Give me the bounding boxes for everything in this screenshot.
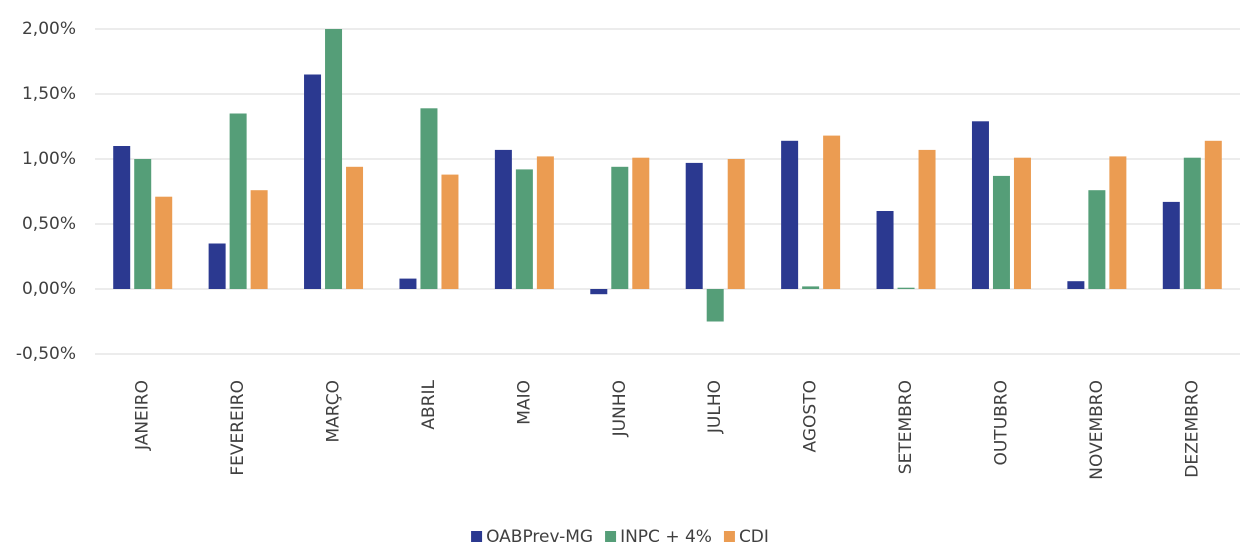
bar [590,289,608,295]
bar [632,157,650,289]
legend-label: CDI [739,527,769,545]
x-tick-label: JANEIRO [133,380,153,451]
x-tick-label: NOVEMBRO [1087,380,1107,480]
legend-label: OABPrev-MG [486,527,593,545]
x-tick-label: JUNHO [610,380,630,437]
bar [1109,156,1127,289]
bar [229,113,247,289]
bar [918,149,936,289]
bar [515,169,533,289]
bar [441,174,459,289]
bar [250,190,268,289]
x-tick-label: SETEMBRO [896,380,916,474]
bar [134,159,152,289]
x-tick-label: MARÇO [324,380,344,443]
x-tick-label: DEZEMBRO [1182,380,1202,478]
y-tick-label: 2,00% [22,19,76,39]
bar [1067,281,1085,289]
bar [420,108,438,289]
bar [992,175,1010,289]
legend-label: INPC + 4% [620,527,712,545]
bar [113,146,131,289]
bar [1183,157,1201,289]
bar [897,287,915,289]
bar [823,135,841,289]
bar [304,74,322,289]
bar [971,121,989,289]
x-tick-label: FEVEREIRO [228,380,248,476]
bar [876,211,894,289]
y-tick-label: 0,50% [22,214,76,234]
x-tick-label: JULHO [705,380,725,434]
bar [325,29,343,289]
x-tick-label: MAIO [514,380,534,425]
y-tick-label: 1,00% [22,149,76,169]
bar [611,166,629,289]
bar [802,286,820,289]
bar [494,149,512,289]
y-tick-label: 1,50% [22,84,76,104]
bar [1204,140,1222,289]
x-tick-label: ABRIL [419,379,439,429]
bar [1088,190,1106,289]
bar [155,196,173,289]
y-tick-label: -0,50% [16,344,76,364]
bar [685,162,703,289]
bar [346,166,364,289]
bar [727,159,745,289]
bar [1162,201,1180,289]
legend-swatch [723,531,735,542]
bar [536,156,554,289]
legend-swatch [605,531,617,542]
bar [1013,157,1031,289]
x-tick-label: AGOSTO [801,380,821,452]
bar [706,289,724,322]
bar [399,278,417,289]
legend-swatch [471,531,483,542]
y-tick-label: 0,00% [22,279,76,299]
bar [781,140,799,289]
bar [208,243,226,289]
x-tick-label: OUTUBRO [991,380,1011,466]
